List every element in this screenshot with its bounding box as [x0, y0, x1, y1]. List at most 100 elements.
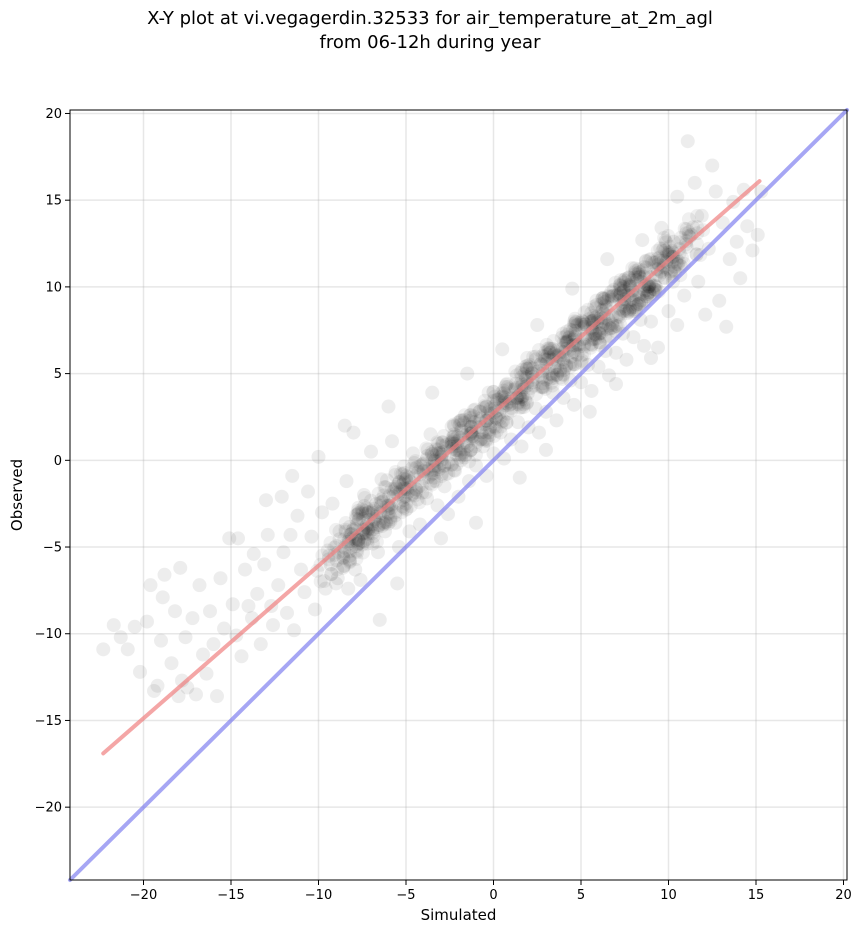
scatter-point	[353, 572, 368, 587]
scatter-point	[413, 458, 428, 473]
scatter-point	[583, 340, 598, 355]
scatter-point	[546, 333, 561, 348]
scatter-point	[487, 419, 502, 434]
scatter-point	[586, 332, 601, 347]
scatter-point	[567, 311, 582, 326]
scatter-point	[568, 315, 583, 330]
scatter-point	[651, 340, 665, 355]
scatter-point	[483, 420, 497, 435]
scatter-point	[608, 318, 623, 333]
scatter-point	[349, 539, 364, 554]
scatter-point	[509, 368, 524, 383]
scatter-point	[511, 397, 526, 412]
scatter-point	[425, 385, 440, 400]
scatter-point	[377, 517, 392, 532]
scatter-point	[498, 379, 513, 394]
scatter-point	[336, 560, 350, 575]
scatter-point	[143, 578, 158, 593]
scatter-point	[567, 357, 582, 372]
scatter-point	[454, 421, 469, 436]
scatter-point	[627, 261, 642, 276]
scatter-point	[513, 365, 528, 380]
scatter-point	[323, 535, 338, 550]
scatter-point	[619, 352, 634, 367]
scatter-point	[472, 404, 487, 419]
scatter-point	[434, 438, 449, 453]
scatter-point	[388, 480, 403, 495]
scatter-point	[436, 429, 451, 444]
scatter-point	[658, 233, 673, 248]
scatter-point	[290, 508, 305, 523]
scatter-point	[606, 288, 621, 303]
scatter-point	[508, 364, 523, 379]
scatter-point	[670, 189, 685, 204]
scatter-point	[308, 602, 322, 617]
scatter-point	[567, 357, 582, 372]
scatter-point	[525, 361, 540, 376]
scatter-point	[489, 423, 504, 438]
scatter-point	[529, 387, 544, 402]
scatter-point	[416, 463, 431, 478]
scatter-point	[628, 300, 643, 315]
scatter-point	[620, 306, 635, 321]
scatter-point	[613, 309, 628, 324]
scatter-point	[409, 482, 424, 497]
scatter-point	[431, 442, 446, 457]
scatter-point	[606, 282, 621, 297]
scatter-point	[604, 321, 619, 336]
scatter-point	[635, 233, 650, 248]
scatter-point	[478, 398, 493, 413]
scatter-point	[542, 370, 557, 385]
scatter-point	[434, 531, 448, 546]
scatter-point	[580, 302, 595, 317]
scatter-point	[605, 318, 620, 333]
scatter-point	[740, 219, 755, 234]
scatter-point	[532, 425, 546, 440]
x-tick-label: −15	[217, 888, 244, 903]
scatter-point	[287, 623, 301, 638]
scatter-point	[554, 330, 569, 345]
scatter-point	[168, 604, 182, 619]
scatter-point	[462, 474, 476, 489]
scatter-point	[482, 425, 497, 440]
scatter-point	[370, 520, 385, 535]
plot-frame	[69, 109, 848, 881]
scatter-point	[424, 445, 439, 460]
scatter-point	[530, 318, 545, 333]
scatter-point	[528, 401, 543, 416]
scatter-point	[428, 442, 443, 457]
scatter-point	[441, 466, 456, 481]
scatter-point	[594, 326, 609, 341]
scatter-point	[631, 266, 646, 281]
scatter-point	[329, 576, 343, 591]
scatter-point	[487, 428, 502, 443]
scatter-point	[351, 506, 366, 521]
scatter-point	[535, 379, 550, 394]
y-axis-ticks: −20 −15 −10 −5 0 5 10 15 20	[35, 107, 70, 816]
scatter-point	[520, 350, 535, 365]
scatter-point	[365, 522, 380, 537]
scatter-point	[599, 329, 614, 344]
scatter-point	[479, 432, 494, 447]
scatter-point	[454, 423, 469, 438]
scatter-point	[463, 442, 478, 457]
scatter-point	[469, 458, 483, 473]
scatter-point	[549, 413, 564, 428]
scatter-point	[543, 371, 558, 386]
scatter-point	[217, 621, 231, 636]
scatter-point	[631, 296, 646, 311]
scatter-point	[407, 488, 422, 503]
scatter-point	[394, 505, 409, 520]
scatter-point	[457, 412, 472, 427]
scatter-point	[329, 553, 344, 568]
scatter-point	[542, 345, 557, 360]
scatter-point	[625, 300, 640, 315]
scatter-point	[667, 259, 682, 274]
x-tick-label: 20	[835, 888, 852, 903]
scatter-point	[656, 254, 671, 269]
scatter-point	[474, 432, 489, 447]
scatter-point	[120, 642, 135, 657]
scatter-point	[342, 519, 357, 534]
scatter-point	[486, 385, 501, 400]
scatter-point	[521, 361, 536, 376]
